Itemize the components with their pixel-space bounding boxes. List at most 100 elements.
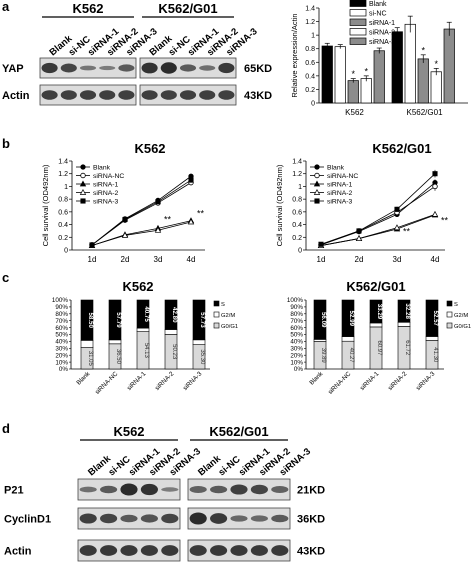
blot-lane-label: si-NC bbox=[106, 454, 132, 478]
bar bbox=[443, 28, 455, 104]
y-tick-label: 1 bbox=[311, 33, 315, 40]
bar bbox=[334, 46, 346, 104]
blot-band bbox=[199, 90, 216, 100]
data-point bbox=[79, 180, 87, 187]
legend-label: siRNA-1 bbox=[327, 182, 353, 189]
y-tick-label: 1 bbox=[298, 184, 302, 191]
y-tick-label: 10% bbox=[290, 359, 303, 366]
blot-band bbox=[210, 545, 228, 556]
y-tick-label: 0 bbox=[298, 248, 302, 255]
blot-band bbox=[79, 90, 97, 100]
legend-swatch bbox=[213, 311, 220, 318]
blot-kd-label: 36KD bbox=[297, 514, 325, 526]
series-line bbox=[91, 179, 192, 246]
series-line bbox=[320, 173, 436, 245]
panel-letter-d: d bbox=[2, 421, 10, 436]
blot-cell-line-title: K562 bbox=[72, 1, 103, 16]
y-tick-label: 0.2 bbox=[305, 87, 315, 94]
data-label-g0g1: 35.30 bbox=[199, 349, 205, 365]
y-tick-label: 20% bbox=[55, 352, 68, 359]
data-point bbox=[394, 206, 400, 212]
bar bbox=[321, 45, 333, 104]
x-tick-label: 1d bbox=[88, 255, 97, 264]
x-tick-label: 2d bbox=[121, 255, 130, 264]
y-tick-label: 80% bbox=[290, 311, 303, 318]
blot-band bbox=[120, 514, 138, 523]
data-point bbox=[187, 218, 195, 225]
blot-cell-line-title: K562/G01 bbox=[209, 424, 268, 439]
legend-label: siRNA-1 bbox=[93, 182, 119, 189]
blot-band bbox=[41, 62, 58, 74]
blot-band bbox=[250, 484, 268, 495]
y-tick-label: 1 bbox=[64, 184, 68, 191]
data-label-s: 33.29 bbox=[376, 304, 383, 320]
bar bbox=[360, 78, 372, 104]
blot-band bbox=[161, 545, 179, 556]
blot-kd-label: 65KD bbox=[244, 63, 272, 75]
panel-letter-c: c bbox=[2, 270, 9, 285]
y-tick-label: 80% bbox=[55, 311, 68, 318]
blot-band bbox=[120, 545, 138, 556]
significance-star: * bbox=[434, 59, 438, 69]
series-line bbox=[320, 214, 436, 246]
chart-title: K562/G01 bbox=[372, 141, 431, 156]
legend-swatch bbox=[349, 18, 367, 26]
stacked-segment bbox=[313, 339, 327, 342]
y-tick-label: 30% bbox=[55, 346, 68, 353]
stacked-segment bbox=[369, 322, 383, 328]
y-tick-label: 1.2 bbox=[305, 19, 315, 26]
blot-band bbox=[160, 62, 177, 74]
data-point bbox=[121, 231, 129, 238]
stacked-segment bbox=[164, 329, 178, 335]
blot-kd-label: 43KD bbox=[297, 546, 325, 558]
blot-band bbox=[189, 545, 207, 556]
stacked-segment bbox=[397, 321, 411, 327]
data-point bbox=[314, 198, 320, 204]
y-tick-label: 1.4 bbox=[292, 159, 302, 166]
blot-kd-label: 21KD bbox=[297, 485, 325, 497]
legend-label: si-NC bbox=[369, 11, 387, 18]
x-category-label: siRNA-3 bbox=[415, 370, 437, 392]
significance-mark: ** bbox=[441, 215, 449, 225]
legend-swatch bbox=[446, 311, 453, 318]
blot-band bbox=[271, 486, 289, 493]
stacked-segment bbox=[164, 299, 178, 330]
blot-band bbox=[100, 545, 118, 556]
data-label-s: 32.28 bbox=[404, 303, 411, 319]
legend-label: siRNA-3 bbox=[369, 39, 395, 46]
y-tick-label: 1.4 bbox=[58, 159, 68, 166]
y-tick-label: 50% bbox=[55, 332, 68, 339]
y-tick-label: 0.6 bbox=[292, 209, 302, 216]
y-tick-label: 0.4 bbox=[58, 222, 68, 229]
data-label-g0g1: 60.97 bbox=[376, 340, 382, 356]
data-point bbox=[122, 216, 128, 223]
y-tick-label: 20% bbox=[290, 352, 303, 359]
stacked-chart-c-k562: K562 0%10%20%30%40%50%60%70%80%90%100% 58.… bbox=[52, 279, 238, 396]
legend-swatch bbox=[213, 300, 220, 307]
legend-label: S bbox=[221, 302, 225, 308]
y-tick-label: 0.6 bbox=[305, 60, 315, 67]
bar-chart-a: 0 0.2 0.4 0.6 0.8 1 1.2 1.4 Relative expression/… bbox=[290, 0, 468, 117]
y-axis-title: Cell survival (OD492nm) bbox=[41, 164, 50, 246]
legend-label: siRNA-2 bbox=[327, 190, 353, 197]
significance-mark: ** bbox=[164, 215, 172, 225]
stacked-segment bbox=[425, 336, 439, 341]
data-label-s: 56.09 bbox=[320, 312, 327, 328]
blot-band bbox=[230, 515, 248, 522]
data-point bbox=[393, 224, 401, 231]
chart-title: K562 bbox=[134, 141, 165, 156]
blot-band bbox=[41, 90, 58, 100]
y-tick-label: 0% bbox=[294, 366, 304, 373]
legend-label: Blank bbox=[93, 165, 111, 172]
legend-swatch bbox=[213, 322, 220, 329]
stacked-segment bbox=[369, 299, 383, 324]
blot-band bbox=[210, 485, 228, 494]
significance-star: * bbox=[364, 66, 368, 76]
legend-label: G0/G1 bbox=[221, 324, 238, 330]
data-label-s: 42.80 bbox=[171, 307, 178, 323]
data-point bbox=[89, 242, 95, 248]
y-tick-label: 70% bbox=[55, 318, 68, 325]
y-tick-label: 30% bbox=[290, 346, 303, 353]
y-tick-label: 0.4 bbox=[292, 222, 302, 229]
blot-band bbox=[161, 513, 179, 524]
